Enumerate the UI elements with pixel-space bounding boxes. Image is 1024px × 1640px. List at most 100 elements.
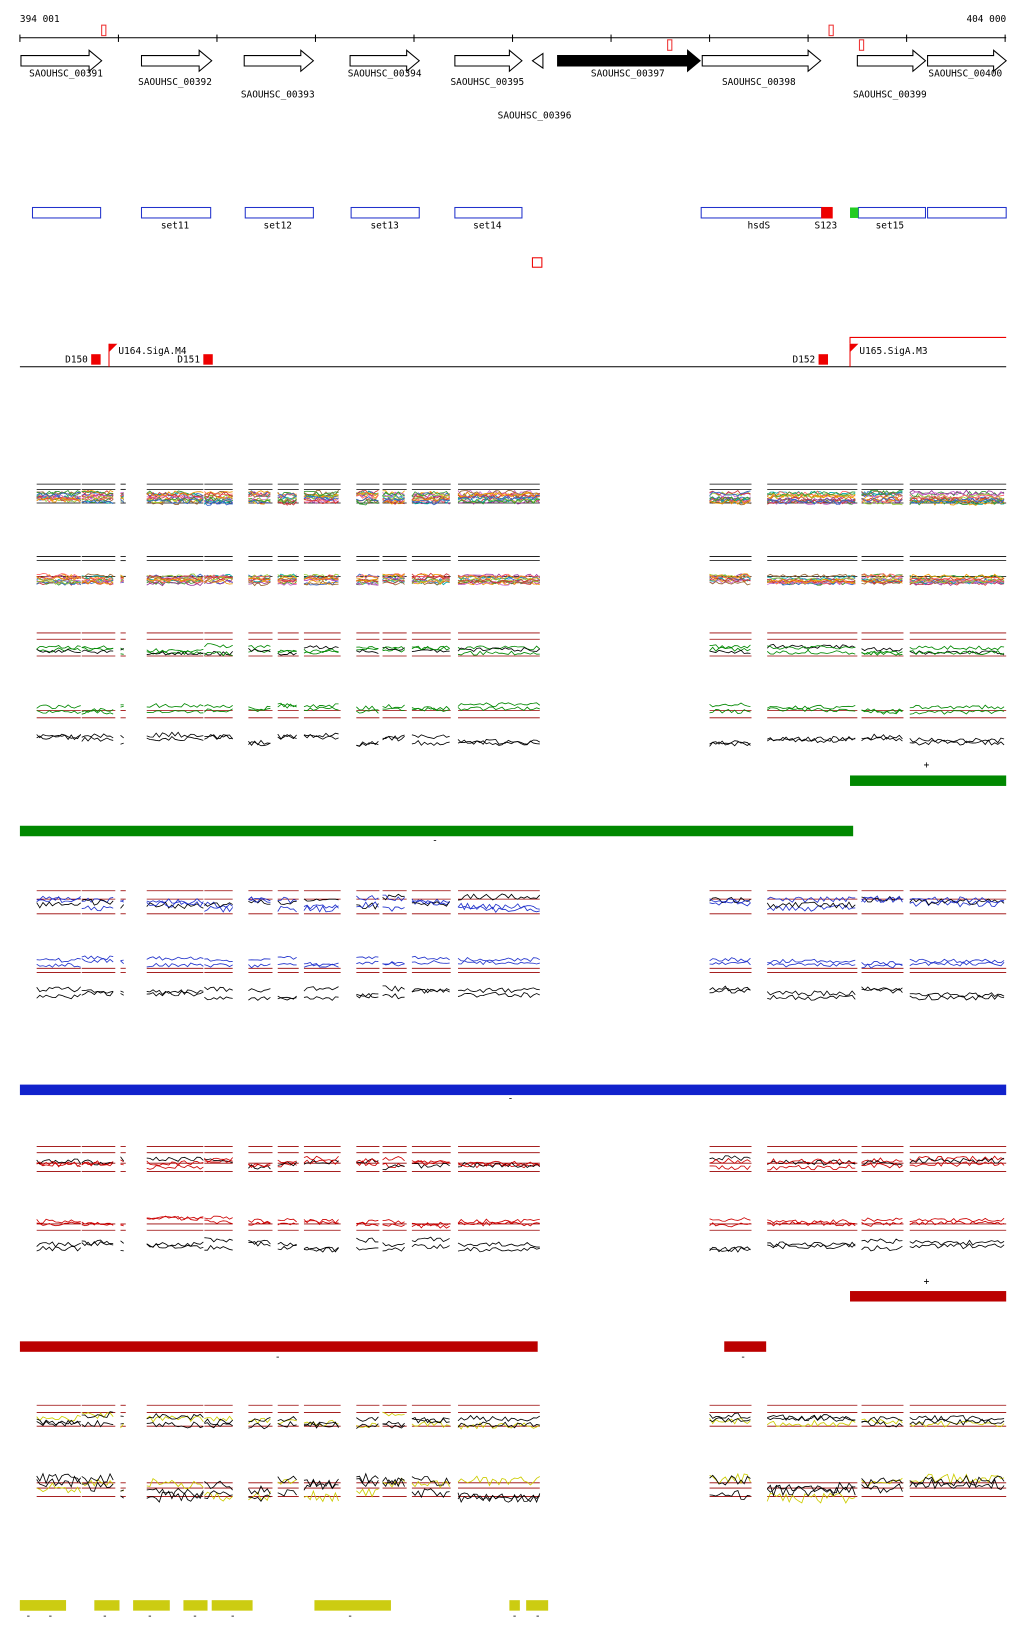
track-line — [382, 1420, 405, 1428]
track-line — [81, 489, 114, 496]
track-line — [146, 578, 204, 583]
track-line — [277, 1475, 297, 1484]
track-line — [356, 742, 379, 747]
track-line — [146, 1488, 204, 1500]
track-line — [277, 500, 297, 506]
track-line — [411, 575, 450, 580]
track-line — [81, 1221, 114, 1227]
track-line — [277, 733, 297, 740]
track-line — [248, 1485, 271, 1495]
track-line — [146, 703, 204, 708]
promoter-flag — [109, 343, 118, 353]
track-line — [120, 1156, 125, 1162]
track-line — [861, 1420, 903, 1428]
gene — [454, 49, 523, 73]
track-line — [303, 580, 339, 586]
track-line — [120, 742, 124, 745]
track-line — [36, 993, 81, 1000]
track-line — [382, 707, 405, 712]
track-line — [146, 490, 204, 497]
track-line — [382, 1411, 405, 1417]
track-line — [356, 582, 379, 586]
track-line — [457, 1475, 540, 1487]
track-line — [766, 649, 856, 655]
track-line — [277, 900, 297, 905]
track-line — [766, 990, 856, 997]
track-line — [356, 574, 379, 579]
track-line — [204, 958, 233, 963]
track-line — [861, 647, 903, 652]
track-line — [277, 579, 297, 582]
track-line — [146, 1412, 204, 1421]
track-line — [356, 993, 379, 999]
track-line — [909, 1473, 1005, 1486]
track-line — [81, 958, 114, 964]
track-line — [120, 993, 124, 996]
set-label: S123 — [815, 220, 838, 231]
track-line — [382, 1477, 405, 1488]
track-line — [411, 645, 450, 651]
track-line — [767, 704, 856, 710]
track-line — [909, 498, 1005, 505]
track-line — [356, 578, 379, 583]
track-line — [382, 646, 405, 650]
track-line — [382, 1223, 405, 1227]
track-line — [766, 962, 856, 968]
gene-label: SAOUHSC_00400 — [928, 68, 1002, 79]
track-line — [146, 496, 204, 502]
track-line — [767, 498, 856, 505]
set-box — [700, 206, 823, 219]
track-line — [204, 579, 233, 585]
track-line — [382, 893, 405, 901]
track-line — [709, 1412, 751, 1419]
track-line — [709, 490, 751, 497]
coord-end: 404 000 — [966, 14, 1006, 25]
strand-mark: - — [192, 1611, 198, 1622]
track-line — [767, 1164, 856, 1171]
track-line — [382, 647, 405, 651]
track-line — [204, 734, 234, 740]
track-line — [248, 1241, 271, 1247]
set-label: set15 — [876, 220, 904, 231]
track-line — [411, 740, 450, 746]
track-line — [382, 735, 405, 742]
promoter-label: U165.SigA.M3 — [859, 346, 927, 357]
track-line — [248, 1218, 271, 1224]
track-line — [248, 963, 271, 969]
track-line — [277, 500, 297, 506]
track-line — [248, 898, 271, 903]
track-line — [120, 653, 124, 655]
track-line — [382, 704, 405, 709]
set-label: hsdS — [747, 220, 770, 231]
track-line — [146, 1156, 204, 1162]
track-line — [81, 1221, 114, 1226]
track-line — [356, 573, 379, 579]
track-line — [382, 490, 405, 496]
track-line — [146, 990, 204, 997]
track-line — [411, 1162, 450, 1169]
set-box — [850, 207, 859, 218]
track-line — [277, 1162, 297, 1168]
track-line — [120, 1163, 124, 1166]
strand-mark: - — [512, 1611, 518, 1622]
track-line — [909, 1414, 1005, 1423]
track-line — [204, 704, 233, 708]
strand-mark: - — [347, 1611, 353, 1622]
track-line — [81, 1161, 114, 1167]
track-line — [861, 1162, 903, 1169]
track-line — [861, 496, 903, 503]
track-line — [382, 499, 405, 505]
track-line — [709, 900, 751, 907]
track-line — [81, 649, 114, 654]
track-line — [204, 643, 233, 649]
set-box — [927, 206, 1007, 219]
track-line — [457, 497, 540, 504]
track-line — [382, 1156, 405, 1162]
track-line — [36, 491, 81, 498]
track-line — [303, 645, 339, 650]
track-line — [909, 704, 1005, 710]
track-line — [36, 491, 81, 497]
track-line — [277, 1222, 297, 1226]
track-line — [709, 1222, 751, 1228]
track-line — [303, 1478, 339, 1489]
